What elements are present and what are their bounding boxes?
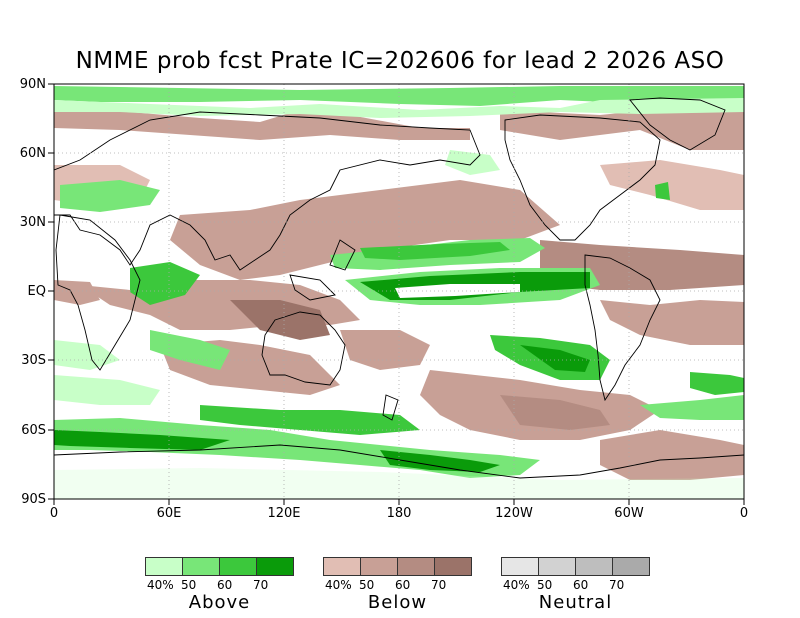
legend-colorbar [145, 557, 294, 576]
legend-below: 40% 50 60 70 Below [323, 557, 472, 613]
legend-tick: 50 [359, 578, 375, 592]
lat-label: 30N [19, 215, 46, 230]
lat-label: EQ [27, 284, 46, 299]
below-normal-regions [54, 105, 744, 480]
legend-colorbar [501, 557, 650, 576]
legend-tick: 60 [573, 578, 589, 592]
legend-colorbar [323, 557, 472, 576]
legend-tick: 70 [253, 578, 269, 592]
map-title: NMME prob fcst Prate IC=202606 for lead … [75, 48, 725, 74]
legend-tick: 40% [503, 578, 530, 592]
legend-swatch [146, 558, 183, 575]
legend-swatch [220, 558, 257, 575]
grid-lines [54, 84, 744, 499]
legend-swatch [398, 558, 435, 575]
lat-label: 30S [21, 353, 46, 368]
lat-label: 90S [21, 492, 46, 507]
lon-label: 60E [156, 506, 182, 521]
legend-tick: 40% [325, 578, 352, 592]
coastlines [54, 97, 744, 479]
legend-swatch [257, 558, 293, 575]
legend-category: Below [367, 592, 428, 613]
legend-neutral: 40% 50 60 70 Neutral [501, 557, 650, 613]
lon-label: 0 [739, 506, 749, 521]
legend-swatch [435, 558, 471, 575]
lat-label: 60N [19, 146, 46, 161]
legend-tick: 60 [217, 578, 233, 592]
legend-tick: 50 [537, 578, 553, 592]
lon-label: 60W [614, 506, 644, 521]
above-normal-regions [54, 86, 744, 499]
legend-swatch [613, 558, 649, 575]
legend-tick: 40% [147, 578, 174, 592]
lon-label: 120W [495, 506, 533, 521]
legend-swatch [361, 558, 398, 575]
lat-label: 60S [21, 423, 46, 438]
legend-swatch [576, 558, 613, 575]
legend-tick: 70 [609, 578, 625, 592]
lon-label: 120E [267, 506, 301, 521]
legend-swatch [183, 558, 220, 575]
lon-label: 0 [49, 506, 59, 521]
lon-label: 180 [386, 506, 412, 521]
legend-above: 40% 50 60 70 Above [145, 557, 294, 613]
legend-swatch [539, 558, 576, 575]
axis-ticks [48, 83, 745, 505]
legend-tick: 50 [181, 578, 197, 592]
legend-swatch [502, 558, 539, 575]
legend-tick: 70 [431, 578, 447, 592]
legend-category: Above [188, 592, 251, 613]
legend-tick: 60 [395, 578, 411, 592]
legend-swatch [324, 558, 361, 575]
lat-label: 90N [19, 77, 46, 92]
legend-category: Neutral [538, 592, 613, 613]
